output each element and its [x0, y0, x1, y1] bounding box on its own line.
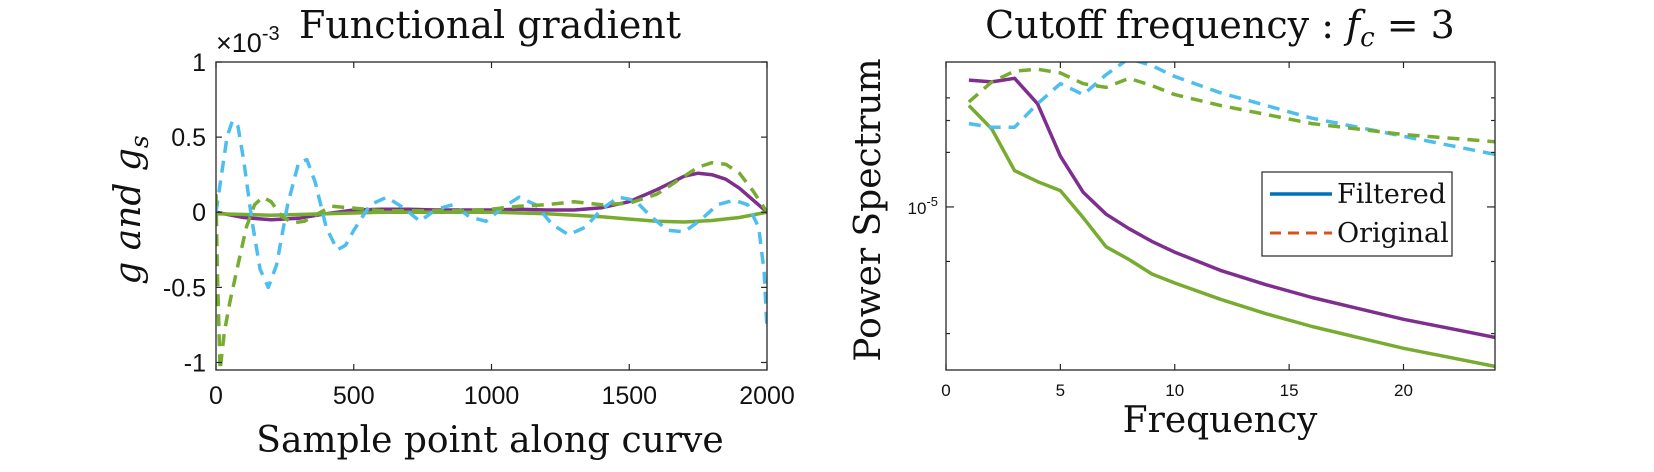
chart1-xtick-label: 0: [209, 382, 223, 410]
chart2-xtick-label: 5: [1056, 381, 1065, 400]
chart1-ytick-label: -1: [184, 349, 206, 377]
chart2-series-0-line: [968, 76, 1495, 340]
chart2-xtick-label: 10: [1165, 381, 1184, 400]
chart1-xtick-label: 2000: [739, 382, 795, 410]
chart1-xtick-label: 500: [333, 382, 375, 410]
chart1-ylabel: g and gs: [108, 135, 154, 285]
chart1-ytick-label: 0.5: [171, 124, 206, 152]
chart1-series-3-line: [216, 160, 767, 370]
legend-label-original: Original: [1337, 218, 1449, 249]
chart1-xlabel: Sample point along curve: [256, 420, 723, 461]
chart2-series-1-line: [967, 104, 1495, 369]
chart1-axes: 0 500 1000 1500 2000 -1 -0.5 0 0.5 1: [163, 49, 795, 410]
chart2-xtick-label: 15: [1280, 381, 1299, 400]
chart-cutoff-frequency: Cutoff frequency : fc = 3 0 5 10 15 20 10-5 Fr…: [848, 3, 1496, 441]
chart2-ytick-label: 10-5: [908, 194, 938, 218]
chart1-title: Functional gradient: [299, 3, 681, 47]
chart2-title: Cutoff frequency : fc = 3: [985, 3, 1455, 53]
chart1-plot-area: [216, 118, 767, 370]
chart2-axes-box: [945, 61, 1496, 371]
chart1-xtick-label: 1000: [464, 382, 520, 410]
chart2-plot-area: [967, 62, 1495, 369]
chart2-axes: 0 5 10 15 20 10-5: [908, 61, 1496, 400]
chart1-exponent: ×10-3: [216, 23, 280, 58]
chart2-ylabel: Power Spectrum: [848, 58, 889, 361]
legend-box: [1261, 171, 1453, 257]
chart1-ytick-label: 0: [192, 199, 206, 227]
chart2-xtick-label: 0: [941, 381, 950, 400]
chart2-xlabel: Frequency: [1123, 400, 1318, 441]
chart1-xtick-label: 1500: [601, 382, 657, 410]
chart-functional-gradient: Functional gradient ×10-3 0 500 1000 1500 20…: [108, 3, 795, 461]
legend-label-filtered: Filtered: [1337, 179, 1446, 210]
chart2-series-3-line: [967, 67, 1495, 144]
chart1-ytick-label: -0.5: [163, 274, 206, 302]
chart2-legend: Filtered Original: [1261, 171, 1453, 257]
chart1-ytick-label: 1: [192, 49, 206, 77]
chart1-series-1-line: [216, 210, 767, 224]
chart2-xtick-label: 20: [1394, 381, 1413, 400]
chart1-series-2-line: [216, 118, 767, 330]
